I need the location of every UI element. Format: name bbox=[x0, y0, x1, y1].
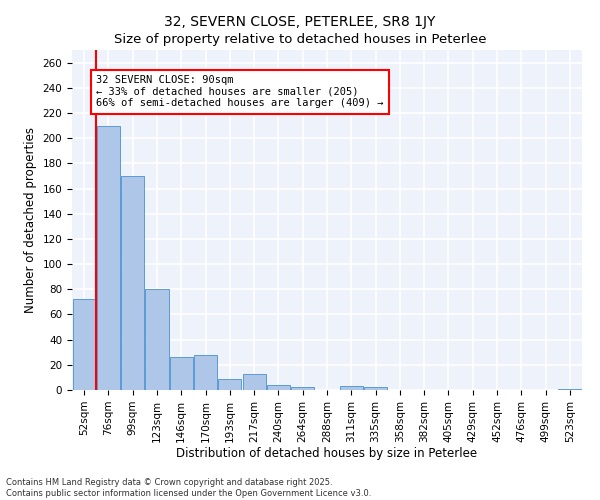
Bar bbox=[73, 300, 95, 390]
Bar bbox=[170, 358, 193, 390]
X-axis label: Distribution of detached houses by size in Peterlee: Distribution of detached houses by size … bbox=[176, 448, 478, 460]
Bar bbox=[291, 388, 314, 390]
Text: Contains HM Land Registry data © Crown copyright and database right 2025.
Contai: Contains HM Land Registry data © Crown c… bbox=[6, 478, 371, 498]
Text: 32, SEVERN CLOSE, PETERLEE, SR8 1JY: 32, SEVERN CLOSE, PETERLEE, SR8 1JY bbox=[164, 15, 436, 29]
Bar bbox=[242, 374, 266, 390]
Bar bbox=[364, 388, 387, 390]
Bar bbox=[340, 386, 363, 390]
Bar bbox=[218, 378, 241, 390]
Bar bbox=[97, 126, 120, 390]
Bar bbox=[194, 354, 217, 390]
Bar bbox=[559, 388, 581, 390]
Bar bbox=[145, 290, 169, 390]
Text: Size of property relative to detached houses in Peterlee: Size of property relative to detached ho… bbox=[114, 32, 486, 46]
Bar bbox=[121, 176, 144, 390]
Bar bbox=[267, 385, 290, 390]
Y-axis label: Number of detached properties: Number of detached properties bbox=[24, 127, 37, 313]
Text: 32 SEVERN CLOSE: 90sqm
← 33% of detached houses are smaller (205)
66% of semi-de: 32 SEVERN CLOSE: 90sqm ← 33% of detached… bbox=[96, 75, 384, 108]
